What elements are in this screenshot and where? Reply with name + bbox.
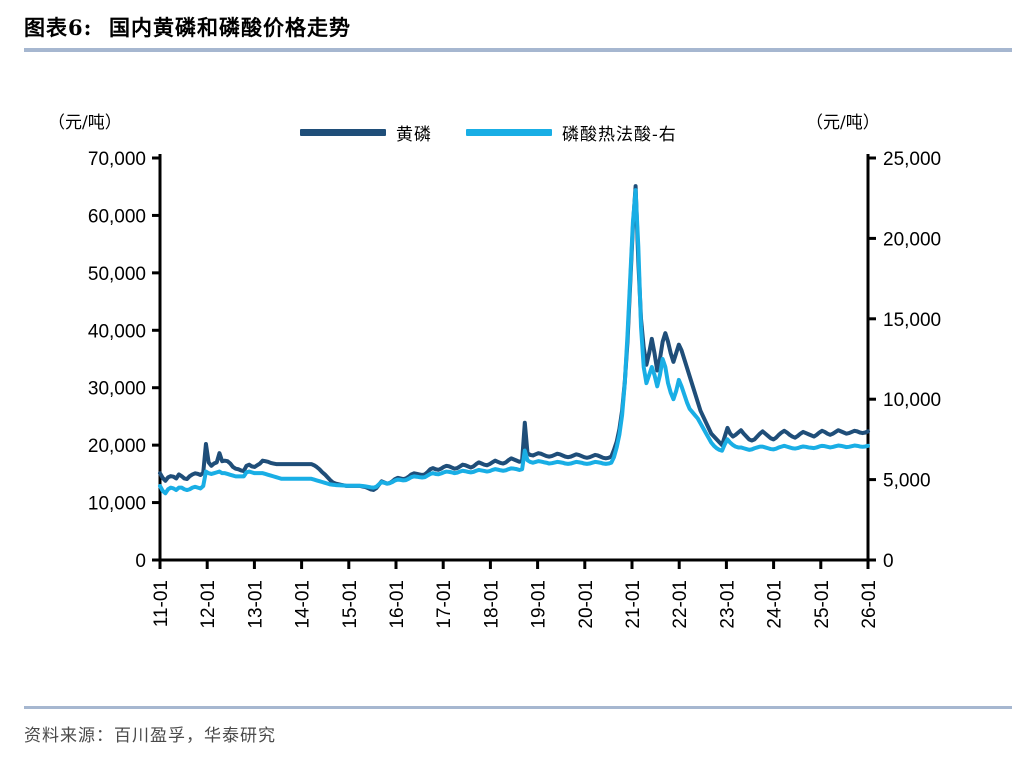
header-divider xyxy=(24,48,1012,52)
right-axis-unit-label: （元/吨） xyxy=(806,113,880,133)
x-axis-tick-label: 18-01 xyxy=(481,580,502,629)
x-axis-tick-label: 21-01 xyxy=(623,580,644,629)
legend-label-huanglin: 黄磷 xyxy=(396,125,432,145)
legend-item-huanglin: 黄磷 xyxy=(300,120,432,145)
series-line-huanglin xyxy=(158,184,870,492)
chart-figure: （元/吨） （元/吨） 黄磷 磷酸热法酸-右 0 10,000 20,000 30,0… xyxy=(0,96,1036,686)
y2-axis-tick-label: 25,000 xyxy=(883,149,941,170)
footer-divider xyxy=(24,706,1012,709)
y2-axis-tick-label: 10,000 xyxy=(883,390,941,411)
y-axis-tick-label: 50,000 xyxy=(88,264,146,285)
left-axis-unit-label: （元/吨） xyxy=(48,113,122,133)
legend-item-linsuan: 磷酸热法酸-右 xyxy=(466,120,677,145)
x-axis-tick-label: 24-01 xyxy=(765,580,786,629)
legend-swatch-navy xyxy=(300,129,386,136)
x-axis-tick-label: 25-01 xyxy=(812,580,833,629)
x-axis-tick-label: 20-01 xyxy=(576,580,597,629)
source-note: 资料来源：百川盈孚，华泰研究 xyxy=(24,726,276,746)
y-axis-tick-label: 40,000 xyxy=(88,321,146,342)
x-axis-tick-label: 15-01 xyxy=(340,580,361,629)
y2-axis-tick-label: 15,000 xyxy=(883,310,941,331)
plot-svg: 0 10,000 20,000 30,000 40,000 50,000 60,000 70,… xyxy=(88,149,941,629)
x-axis-tick-label: 12-01 xyxy=(198,580,219,629)
x-axis-tick-label: 16-01 xyxy=(387,580,408,629)
y-axis-tick-label: 60,000 xyxy=(88,206,146,227)
y-axis-tick-label: 0 xyxy=(135,551,146,572)
y2-axis-tick-label: 20,000 xyxy=(883,229,941,250)
x-axis-tick-label: 19-01 xyxy=(529,580,550,629)
x-axis-tick-label: 26-01 xyxy=(859,580,880,629)
y-axis-tick-label: 10,000 xyxy=(88,494,146,515)
series-group xyxy=(158,184,870,496)
chart-footer: 资料来源：百川盈孚，华泰研究 xyxy=(24,706,1012,746)
x-axis-tick-label: 13-01 xyxy=(245,580,266,629)
tick-labels-group: 0 10,000 20,000 30,000 40,000 50,000 60,000 70,… xyxy=(88,149,941,629)
y2-axis-tick-label: 0 xyxy=(883,551,894,572)
x-axis-tick-label: 14-01 xyxy=(293,580,314,629)
x-axis-tick-label: 22-01 xyxy=(670,580,691,629)
chart-header: 图表6: 国内黄磷和磷酸价格走势 xyxy=(24,14,1012,52)
x-axis-tick-label: 23-01 xyxy=(717,580,738,629)
x-axis-tick-label: 17-01 xyxy=(434,580,455,629)
x-axis-tick-label: 11-01 xyxy=(151,580,172,627)
series-line-linsuan xyxy=(158,188,870,496)
legend-label-linsuan: 磷酸热法酸-右 xyxy=(562,125,677,145)
y-axis-tick-label: 70,000 xyxy=(88,149,146,170)
legend-swatch-cyan xyxy=(466,129,552,136)
page-title: 图表6: 国内黄磷和磷酸价格走势 xyxy=(24,15,351,40)
y-axis-tick-label: 30,000 xyxy=(88,379,146,400)
plot-area: 0 10,000 20,000 30,000 40,000 50,000 60,000 70,… xyxy=(0,96,1036,686)
axes-group xyxy=(152,154,876,569)
y-axis-tick-label: 20,000 xyxy=(88,436,146,457)
chart-legend: 黄磷 磷酸热法酸-右 xyxy=(300,120,677,145)
y2-axis-tick-label: 5,000 xyxy=(883,471,931,492)
